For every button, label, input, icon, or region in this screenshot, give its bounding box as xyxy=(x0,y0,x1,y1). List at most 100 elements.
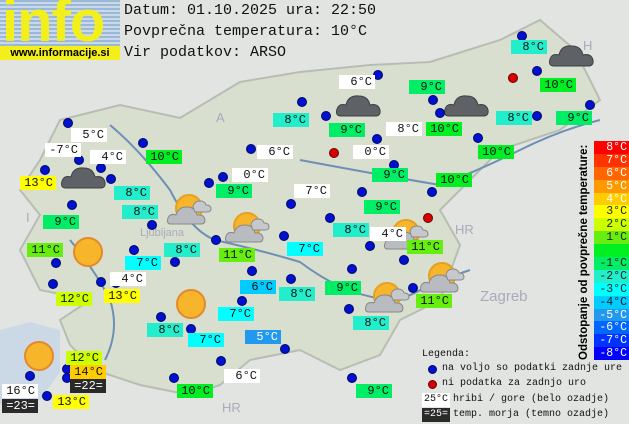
station-temperature-label: 7°C xyxy=(125,256,161,270)
station-temperature-label: 7°C xyxy=(188,333,224,347)
sun-behind-cloud-icon xyxy=(419,258,468,299)
station-marker[interactable] xyxy=(357,187,367,197)
station-marker-no-data[interactable] xyxy=(423,213,433,223)
station-marker[interactable] xyxy=(247,266,257,276)
map-label-austria: A xyxy=(216,110,225,125)
station-marker[interactable] xyxy=(532,111,542,121)
logo-url[interactable]: www.informacije.si xyxy=(0,46,120,60)
station-marker[interactable] xyxy=(40,165,50,175)
station-temperature-label: 10°C xyxy=(146,150,182,164)
scale-step: 2°C xyxy=(594,218,629,231)
scale-step xyxy=(594,244,629,258)
map-label-zagreb: Zagreb xyxy=(480,288,528,305)
station-marker[interactable] xyxy=(347,373,357,383)
station-temperature-label: 8°C xyxy=(333,223,369,237)
station-temperature-label: 8°C xyxy=(164,243,200,257)
station-marker[interactable] xyxy=(156,312,166,322)
mountain-temperature-label: 5°C xyxy=(71,128,107,142)
sun-behind-cloud-icon xyxy=(166,190,215,231)
cloud-icon xyxy=(335,88,383,129)
station-marker[interactable] xyxy=(279,231,289,241)
station-marker[interactable] xyxy=(67,200,77,210)
station-marker[interactable] xyxy=(129,245,139,255)
legend-available: na voljo so podatki zadnje ure xyxy=(442,363,623,374)
station-marker[interactable] xyxy=(218,172,228,182)
legend-mountain-text: hribi / gore (belo ozadje) xyxy=(453,394,610,405)
mountain-temperature-label: 4°C xyxy=(90,150,126,164)
station-marker[interactable] xyxy=(347,264,357,274)
station-marker[interactable] xyxy=(286,199,296,209)
scale-step: 4°C xyxy=(594,192,629,206)
station-temperature-label: 7°C xyxy=(218,307,254,321)
station-marker-no-data[interactable] xyxy=(508,73,518,83)
station-marker[interactable] xyxy=(96,277,106,287)
station-temperature-label: 8°C xyxy=(511,40,547,54)
station-marker[interactable] xyxy=(170,257,180,267)
sun-behind-cloud-icon xyxy=(224,208,273,249)
station-marker[interactable] xyxy=(51,258,61,268)
station-marker[interactable] xyxy=(428,95,438,105)
station-marker[interactable] xyxy=(246,144,256,154)
station-marker[interactable] xyxy=(325,213,335,223)
station-marker[interactable] xyxy=(138,138,148,148)
station-marker-no-data[interactable] xyxy=(329,148,339,158)
station-marker[interactable] xyxy=(532,66,542,76)
station-marker[interactable] xyxy=(585,100,595,110)
sea-temperature-label: =22= xyxy=(70,379,106,393)
station-marker[interactable] xyxy=(286,274,296,284)
station-temperature-label: 11°C xyxy=(407,240,443,254)
station-marker[interactable] xyxy=(169,373,179,383)
station-temperature-label: 9°C xyxy=(325,281,361,295)
station-marker[interactable] xyxy=(106,174,116,184)
station-marker[interactable] xyxy=(211,235,221,245)
station-marker[interactable] xyxy=(216,356,226,366)
station-temperature-label: 8°C xyxy=(353,316,389,330)
station-marker[interactable] xyxy=(473,133,483,143)
legend-sea-text: temp. morja (temno ozadje) xyxy=(453,409,610,420)
legend-sea-sample: =25= xyxy=(422,408,450,422)
station-temperature-label: 7°C xyxy=(287,242,323,256)
station-temperature-label: 5°C xyxy=(245,330,281,344)
station-temperature-label: 13°C xyxy=(53,395,89,409)
scale-step: 3°C xyxy=(594,205,629,218)
station-marker[interactable] xyxy=(365,241,375,251)
scale-step: -4°C xyxy=(594,295,629,309)
station-marker[interactable] xyxy=(435,108,445,118)
station-temperature-label: 11°C xyxy=(416,294,452,308)
station-marker[interactable] xyxy=(204,178,214,188)
station-temperature-label: 8°C xyxy=(114,186,150,200)
station-marker[interactable] xyxy=(427,187,437,197)
logo[interactable]: info www.informacije.si xyxy=(0,0,120,60)
station-marker[interactable] xyxy=(237,296,247,306)
scale-step: 7°C xyxy=(594,153,629,167)
average-temperature-line: Povprečna temperatura: 10°C xyxy=(124,23,368,40)
station-marker[interactable] xyxy=(297,97,307,107)
station-marker[interactable] xyxy=(96,163,106,173)
cloud-icon xyxy=(60,160,108,201)
station-temperature-label: 8°C xyxy=(273,113,309,127)
mountain-temperature-label: 0°C xyxy=(353,145,389,159)
station-marker[interactable] xyxy=(408,283,418,293)
station-marker[interactable] xyxy=(372,134,382,144)
station-temperature-label: 8°C xyxy=(122,205,158,219)
station-temperature-label: 9°C xyxy=(372,168,408,182)
station-temperature-label: 13°C xyxy=(20,176,56,190)
station-marker[interactable] xyxy=(25,371,35,381)
station-temperature-label: 9°C xyxy=(364,200,400,214)
map-label-croatia: HR xyxy=(455,222,474,237)
mountain-temperature-label: 8°C xyxy=(386,122,422,136)
station-marker[interactable] xyxy=(344,304,354,314)
station-marker[interactable] xyxy=(321,111,331,121)
scale-title: Odstopanje od povprečne temperature: xyxy=(578,144,590,360)
station-marker[interactable] xyxy=(147,220,157,230)
map-label-hungary: H xyxy=(583,38,593,53)
station-marker[interactable] xyxy=(63,118,73,128)
station-marker[interactable] xyxy=(48,279,58,289)
blue-dot-icon xyxy=(428,364,437,374)
mountain-temperature-label: 6°C xyxy=(224,369,260,383)
scale-step: -8°C xyxy=(594,347,629,360)
station-marker[interactable] xyxy=(399,255,409,265)
mountain-temperature-label: 4°C xyxy=(110,272,146,286)
station-marker[interactable] xyxy=(280,344,290,354)
station-marker[interactable] xyxy=(42,391,52,401)
